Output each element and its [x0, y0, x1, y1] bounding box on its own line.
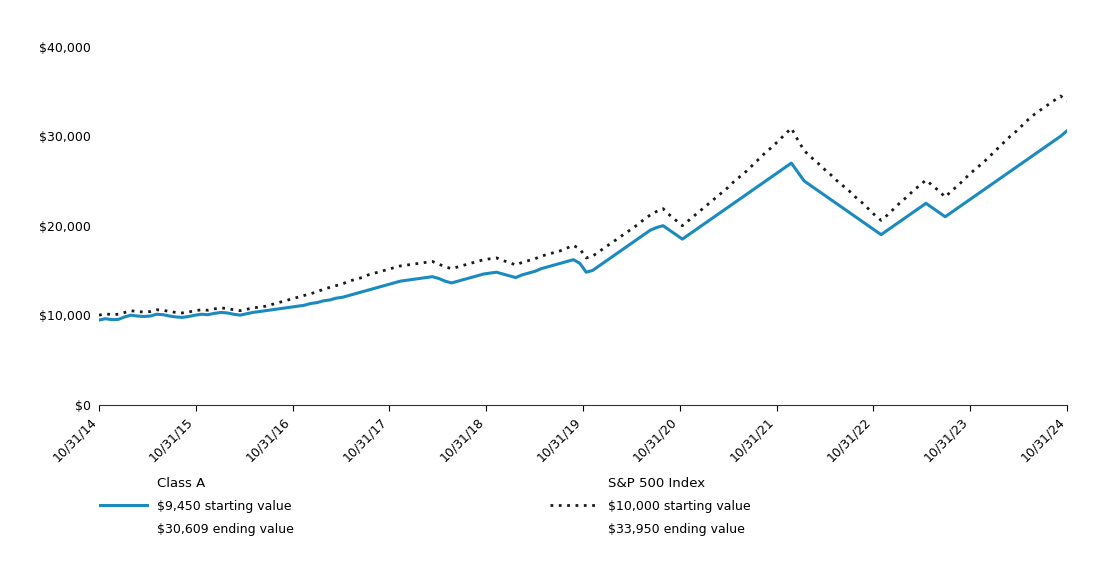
- Text: S&P 500 Index: S&P 500 Index: [608, 477, 705, 490]
- Text: $9,450 starting value: $9,450 starting value: [157, 500, 292, 513]
- Text: $10,000 starting value: $10,000 starting value: [608, 500, 751, 513]
- Text: Class A: Class A: [157, 477, 206, 490]
- Text: $33,950 ending value: $33,950 ending value: [608, 523, 745, 536]
- Text: $30,609 ending value: $30,609 ending value: [157, 523, 294, 536]
